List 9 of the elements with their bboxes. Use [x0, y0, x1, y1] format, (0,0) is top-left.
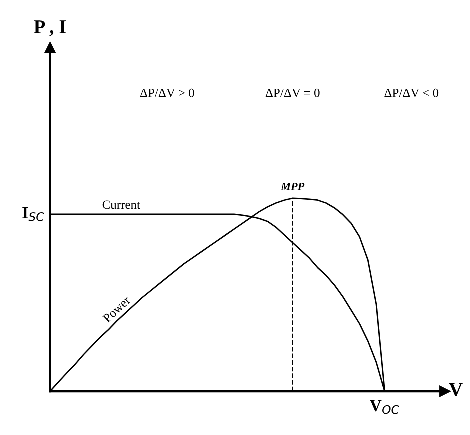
text: ΔP/ΔV > 0	[140, 88, 194, 98]
text: I$_{SC}$	[22, 207, 44, 222]
text: V$_{OC}$	[370, 400, 400, 414]
series-label: Current	[102, 200, 140, 210]
text: P , I	[34, 20, 66, 36]
x-axis-title: V	[449, 383, 463, 396]
text: ΔP/ΔV = 0	[266, 88, 320, 98]
text: MPP	[280, 183, 305, 190]
text: ΔP/ΔV < 0	[384, 88, 439, 98]
